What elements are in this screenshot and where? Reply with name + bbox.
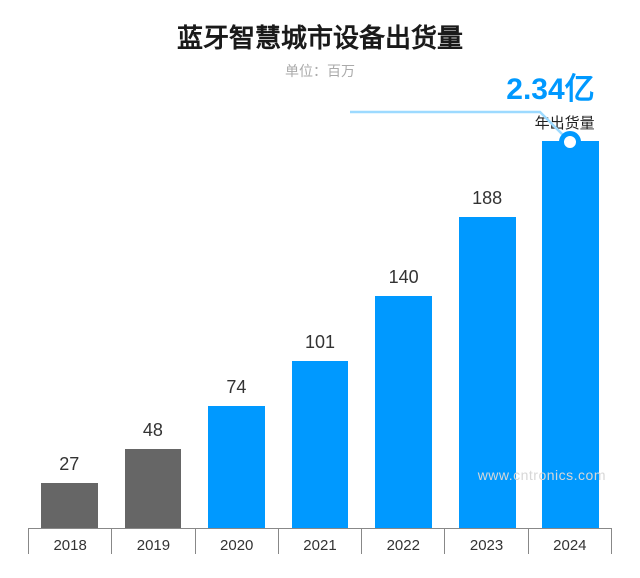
- xaxis-label: 2023: [444, 529, 527, 554]
- callout-value: 2.34亿: [506, 64, 594, 108]
- xaxis-label: 2019: [111, 529, 194, 554]
- bar-value-label: 140: [389, 267, 419, 288]
- bar-slot: 74: [194, 99, 278, 528]
- bar-value-label: 27: [59, 454, 79, 475]
- bar-slot: 101: [278, 99, 362, 528]
- bar: [292, 361, 349, 528]
- bar-slot: [528, 99, 612, 528]
- bar: [375, 296, 432, 528]
- bar: [125, 449, 182, 528]
- bar-value-label: 101: [305, 332, 335, 353]
- bar-slot: 188: [445, 99, 529, 528]
- xaxis-label: 2021: [278, 529, 361, 554]
- xaxis-label: 2022: [361, 529, 444, 554]
- watermark: www.cntronics.com: [478, 467, 606, 483]
- xaxis-label: 2024: [528, 529, 612, 554]
- x-axis: 2018201920202021202220232024: [28, 529, 612, 554]
- bar-value-label: 48: [143, 420, 163, 441]
- xaxis-label: 2018: [28, 529, 111, 554]
- bar-value-label: 188: [472, 188, 502, 209]
- callout-leader-line: [350, 112, 590, 146]
- bar-value-label: 74: [226, 377, 246, 398]
- chart-container: 蓝牙智慧城市设备出货量 单位：百万 274874101140188 2.34亿 …: [0, 0, 640, 578]
- bar-slot: 48: [111, 99, 195, 528]
- bars-wrap: 27 48 74 101 140 188: [28, 99, 612, 529]
- chart-title: 蓝牙智慧城市设备出货量: [18, 18, 622, 55]
- bar: [208, 406, 265, 528]
- bar: [41, 483, 98, 528]
- bar-slot: 140: [361, 99, 445, 528]
- plot-area: 274874101140188 2.34亿 年出货量 www.cntronics…: [28, 99, 612, 529]
- bar-slot: 27: [28, 99, 111, 528]
- xaxis-label: 2020: [195, 529, 278, 554]
